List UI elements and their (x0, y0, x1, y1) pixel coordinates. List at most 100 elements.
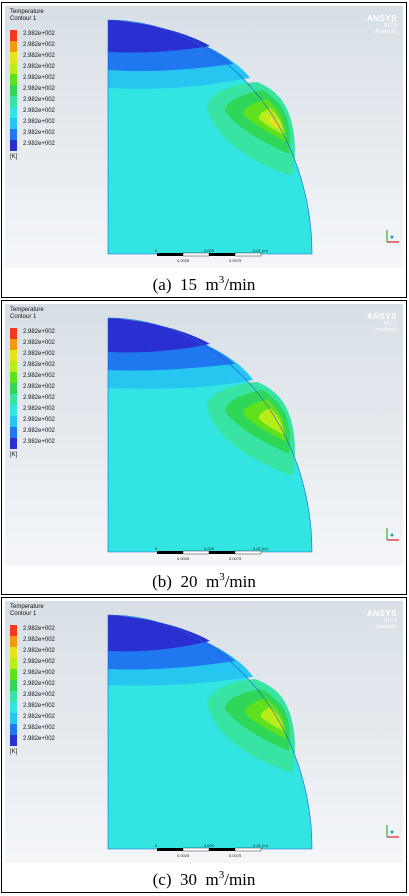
scale-label-zero: 0 (155, 546, 158, 551)
legend-swatch (10, 107, 17, 118)
scale-bar (157, 550, 262, 555)
scale-bar-dark-segment (157, 253, 183, 256)
legend-value: 2.982e+002 (23, 714, 55, 720)
legend-title-line1: Temperature (10, 307, 44, 313)
legend-swatch (10, 85, 17, 96)
panel-caption: (b) 20 m3/min (2, 571, 406, 592)
panel-caption: (c) 30 m3/min (2, 869, 406, 890)
brand-name: ANSYS (366, 312, 397, 321)
contour-region-dark-blue (108, 20, 210, 53)
legend-value: 2.982e+002 (23, 428, 55, 434)
legend-unit: [K] (10, 154, 18, 160)
scale-label-q3: 0.0075 (229, 853, 242, 858)
caption-value: 20 (180, 572, 198, 591)
legend-swatch (10, 735, 17, 746)
legend-value: 2.982e+002 (23, 329, 55, 335)
temperature-contour-field (107, 19, 399, 257)
panel-a: Temperature Contour 1 2.982e+002 2.982e+… (1, 2, 407, 298)
legend-swatch (10, 52, 17, 63)
scale-bar-dark-segment (157, 551, 183, 554)
legend-title: Temperature Contour 1 (10, 9, 44, 23)
caption-label: (a) (152, 275, 172, 294)
brand-edition: Academic (375, 29, 397, 35)
legend-unit: [K] (10, 749, 18, 755)
legend-swatch (10, 96, 17, 107)
legend-swatch (10, 372, 17, 383)
caption-unit-suffix: /min (224, 275, 256, 294)
scale-bar-light-segment (182, 550, 210, 555)
ansys-logo: ANSYS R17.0 Academic (367, 14, 397, 35)
brand-version: R17.0 (383, 321, 397, 327)
legend-swatch (10, 680, 17, 691)
legend-swatch (10, 383, 17, 394)
contour-region-dark-blue (108, 318, 210, 353)
legend-title-line2: Contour 1 (10, 611, 37, 617)
legend-swatch (10, 658, 17, 669)
scale-bar-light-segment (234, 550, 262, 555)
scale-bar-dark-segment (157, 848, 183, 851)
panel-b: Temperature Contour 1 2.982e+002 2.982e+… (1, 300, 407, 595)
scale-bar-light-segment (182, 847, 210, 852)
legend-value: 2.982e+002 (23, 108, 55, 114)
caption-unit-exponent: 3 (219, 571, 225, 583)
scale-label-end: 0.01 (m) (253, 248, 268, 253)
legend-value: 2.982e+002 (23, 736, 55, 742)
legend-swatch (10, 647, 17, 658)
scale-label-q3: 0.0075 (229, 258, 242, 263)
legend-value: 2.982e+002 (23, 670, 55, 676)
contour-plot-c: Temperature Contour 1 2.982e+002 2.982e+… (5, 601, 403, 863)
legend-value: 2.982e+002 (23, 340, 55, 346)
legend-value: 2.982e+002 (23, 395, 55, 401)
scale-label-zero: 0 (155, 248, 158, 253)
scale-bar-dark-segment (209, 551, 235, 554)
legend-title-line2: Contour 1 (10, 16, 37, 22)
legend-value: 2.982e+002 (23, 31, 55, 37)
scale-label-mid: 0.005 (204, 546, 215, 551)
legend-title-line1: Temperature (10, 604, 44, 610)
caption-unit-suffix: /min (224, 870, 256, 889)
scale-label-q1: 0.0025 (177, 258, 190, 263)
contour-region-yellow (268, 116, 282, 130)
brand-version: R17.0 (383, 618, 397, 624)
scale-label-mid: 0.005 (204, 248, 215, 253)
brand-edition: Academic (375, 327, 397, 333)
legend-value: 2.982e+002 (23, 53, 55, 59)
legend-swatch (10, 394, 17, 405)
legend-swatch (10, 118, 17, 129)
brand-name: ANSYS (366, 609, 397, 618)
scale-label-end: 0.01 (m) (253, 843, 268, 848)
legend-value: 2.982e+002 (23, 97, 55, 103)
legend-swatch (10, 41, 17, 52)
legend-value: 2.982e+002 (23, 692, 55, 698)
legend-value: 2.982e+002 (23, 384, 55, 390)
legend-swatch (10, 405, 17, 416)
scale-bar-light-segment (182, 252, 210, 257)
legend-swatch (10, 339, 17, 350)
legend-value: 2.982e+002 (23, 439, 55, 445)
legend-swatch (10, 350, 17, 361)
scale-bar-dark-segment (209, 253, 235, 256)
contour-plot-a: Temperature Contour 1 2.982e+002 2.982e+… (5, 6, 403, 268)
caption-unit: m (205, 275, 219, 294)
caption-unit: m (205, 572, 220, 591)
caption-unit: m (205, 870, 219, 889)
legend-swatch (10, 625, 17, 636)
temperature-contour-field (107, 317, 399, 555)
legend-swatch (10, 74, 17, 85)
scale-label-q1: 0.0025 (177, 853, 190, 858)
legend-value: 2.982e+002 (23, 648, 55, 654)
domain-outline (107, 614, 313, 850)
caption-label: (b) (152, 572, 172, 591)
legend-swatch (10, 438, 17, 449)
ansys-logo: ANSYS R17.0 Academic (367, 312, 397, 333)
domain-outline (107, 19, 313, 255)
contour-plot-b: Temperature Contour 1 2.982e+002 2.982e+… (5, 304, 403, 566)
legend-value: 2.982e+002 (23, 681, 55, 687)
caption-value: 15 (179, 275, 197, 294)
legend-value: 2.982e+002 (23, 130, 55, 136)
brand-version: R17.0 (383, 23, 397, 29)
legend-value: 2.982e+002 (23, 703, 55, 709)
legend-swatch (10, 713, 17, 724)
legend-swatch (10, 636, 17, 647)
legend-swatch (10, 427, 17, 438)
